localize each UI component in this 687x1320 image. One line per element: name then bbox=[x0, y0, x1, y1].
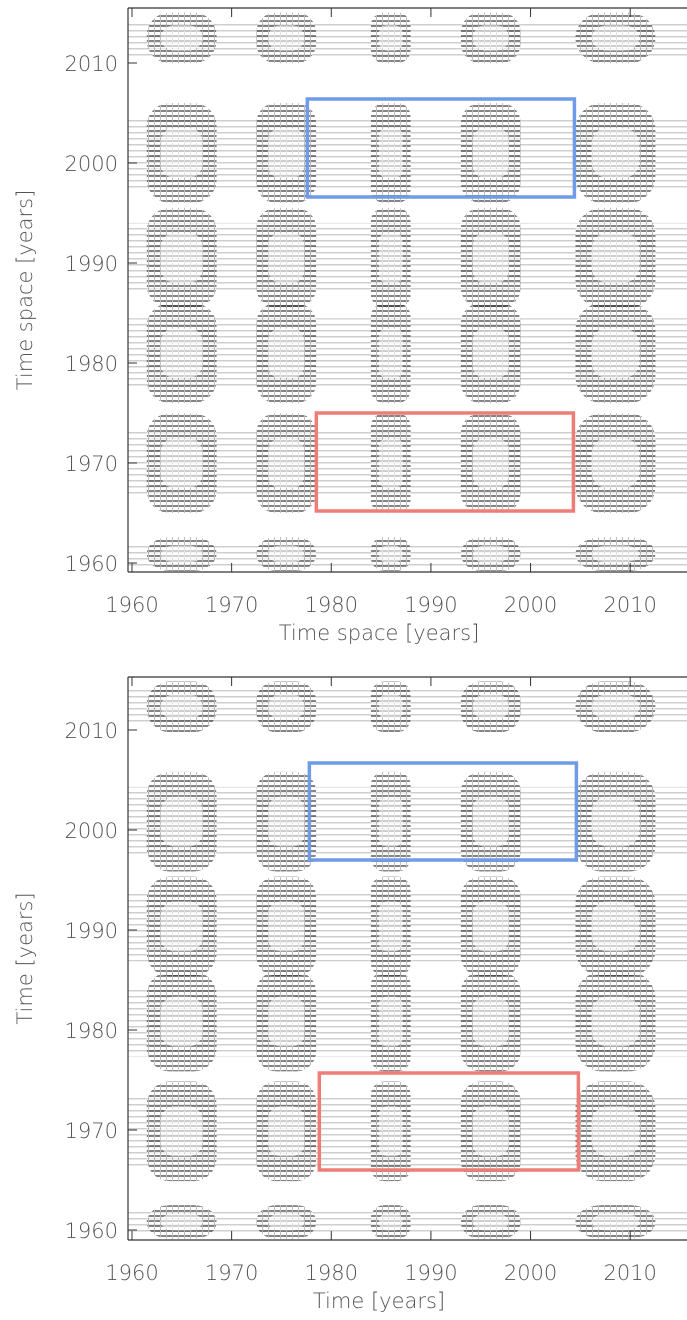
x-tick-label: 1990 bbox=[404, 1261, 457, 1285]
texture-core bbox=[472, 25, 509, 51]
texture-core bbox=[268, 901, 305, 952]
y-tick-label: 2010 bbox=[65, 719, 118, 743]
texture-core bbox=[378, 232, 403, 283]
texture bbox=[128, 12, 687, 571]
texture-core bbox=[591, 438, 640, 489]
texture-core bbox=[591, 996, 640, 1047]
texture-core bbox=[472, 1213, 509, 1231]
texture-core bbox=[160, 328, 203, 379]
texture-core bbox=[378, 127, 403, 178]
texture-core bbox=[472, 232, 509, 283]
x-tick-label: 1970 bbox=[205, 593, 258, 617]
texture-core bbox=[160, 901, 203, 952]
texture-core bbox=[268, 996, 305, 1047]
texture-core bbox=[160, 996, 203, 1047]
y-tick-label: 1980 bbox=[65, 1019, 118, 1043]
y-tick-label: 1970 bbox=[65, 1119, 118, 1143]
texture-core bbox=[591, 127, 640, 178]
x-tick-label: 1980 bbox=[305, 593, 358, 617]
texture-core bbox=[472, 328, 509, 379]
y-tick-label: 1960 bbox=[65, 1219, 118, 1243]
texture-core bbox=[378, 25, 403, 51]
texture-core bbox=[591, 1106, 640, 1157]
texture-core bbox=[160, 1213, 203, 1231]
texture-core bbox=[591, 694, 640, 720]
x-tick-label: 2010 bbox=[603, 593, 656, 617]
texture-core bbox=[472, 796, 509, 847]
highlight-box bbox=[307, 761, 579, 862]
texture-core bbox=[591, 796, 640, 847]
texture-core bbox=[160, 1106, 203, 1157]
x-tick-label: 1990 bbox=[404, 593, 457, 617]
y-tick-label: 1970 bbox=[65, 452, 118, 476]
texture-core bbox=[268, 1106, 305, 1157]
y-tick-label: 1990 bbox=[65, 919, 118, 943]
texture-core bbox=[472, 438, 509, 489]
texture-core bbox=[268, 545, 305, 563]
texture-core bbox=[472, 901, 509, 952]
x-axis-title: Time space [years] bbox=[279, 621, 480, 645]
texture-core bbox=[378, 694, 403, 720]
texture-core bbox=[268, 25, 305, 51]
x-tick-label: 1970 bbox=[205, 1261, 258, 1285]
texture-core bbox=[472, 1106, 509, 1157]
texture-core bbox=[160, 25, 203, 51]
texture-core bbox=[268, 438, 305, 489]
highlight-box bbox=[305, 97, 577, 199]
texture-core bbox=[378, 1106, 403, 1157]
texture-core bbox=[160, 694, 203, 720]
x-tick-label: 1960 bbox=[105, 593, 158, 617]
x-tick-label: 2000 bbox=[504, 1261, 557, 1285]
texture-core bbox=[591, 328, 640, 379]
texture-core bbox=[472, 996, 509, 1047]
texture-core bbox=[378, 796, 403, 847]
texture-core bbox=[268, 796, 305, 847]
texture-core bbox=[378, 438, 403, 489]
texture-core bbox=[378, 901, 403, 952]
y-axis-title: Time [years] bbox=[13, 892, 37, 1024]
texture-core bbox=[591, 1213, 640, 1231]
texture-core bbox=[591, 25, 640, 51]
y-tick-label: 2010 bbox=[65, 52, 118, 76]
x-tick-label: 2010 bbox=[603, 1261, 656, 1285]
y-tick-label: 1990 bbox=[65, 252, 118, 276]
highlight-box bbox=[314, 411, 576, 513]
texture-core bbox=[268, 328, 305, 379]
y-axis-title: Time space [years] bbox=[13, 190, 37, 391]
x-tick-label: 1960 bbox=[105, 1261, 158, 1285]
texture-core bbox=[378, 328, 403, 379]
y-tick-label: 2000 bbox=[65, 819, 118, 843]
y-tick-label: 1980 bbox=[65, 352, 118, 376]
texture-core bbox=[268, 1213, 305, 1231]
texture-core bbox=[160, 232, 203, 283]
texture-core bbox=[591, 545, 640, 563]
y-tick-label: 1960 bbox=[65, 552, 118, 576]
highlight-box bbox=[317, 1071, 581, 1172]
texture-core bbox=[268, 694, 305, 720]
texture bbox=[128, 681, 687, 1239]
x-axis-title: Time [years] bbox=[313, 1289, 445, 1313]
texture-core bbox=[160, 127, 203, 178]
texture-core bbox=[472, 127, 509, 178]
texture-core bbox=[472, 545, 509, 563]
texture-core bbox=[378, 1213, 403, 1231]
x-tick-label: 2000 bbox=[504, 593, 557, 617]
texture-core bbox=[378, 996, 403, 1047]
texture-core bbox=[268, 127, 305, 178]
x-tick-label: 1980 bbox=[305, 1261, 358, 1285]
texture-core bbox=[591, 232, 640, 283]
texture-core bbox=[160, 796, 203, 847]
texture-core bbox=[591, 901, 640, 952]
y-tick-label: 2000 bbox=[65, 152, 118, 176]
texture-core bbox=[378, 545, 403, 563]
texture-core bbox=[472, 694, 509, 720]
texture-core bbox=[268, 232, 305, 283]
texture-core bbox=[160, 438, 203, 489]
texture-core bbox=[160, 545, 203, 563]
